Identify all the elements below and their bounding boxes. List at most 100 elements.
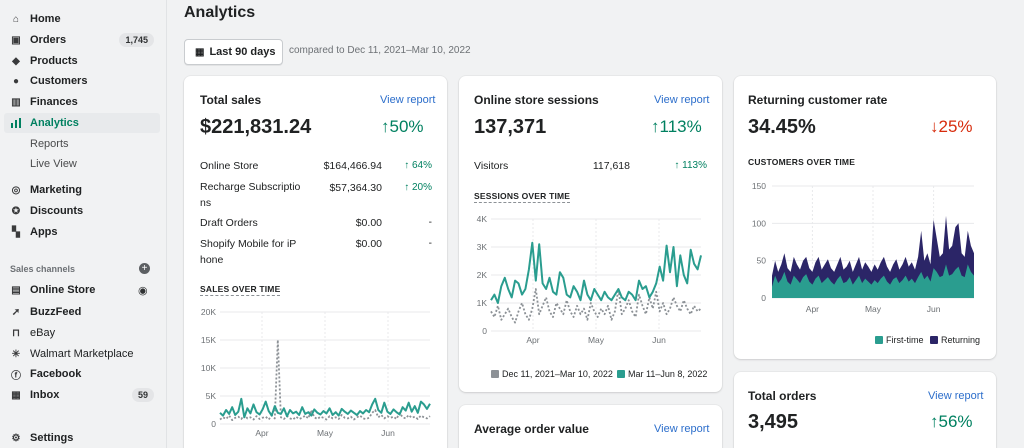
view-report-link[interactable]: View report	[654, 94, 710, 106]
legend-first-time: First-time	[875, 335, 924, 345]
visitors-pct: ↑ 113%	[674, 160, 707, 171]
y-tick-label: 0	[761, 293, 766, 303]
card-title: Online store sessions	[474, 93, 599, 107]
returning-rate-value: 34.45%	[748, 116, 816, 138]
sales-over-time-heading: SALES OVER TIME	[200, 284, 281, 296]
legend-swatch	[491, 370, 499, 378]
legend-current-period: Mar 11–Jun 8, 2022	[617, 369, 707, 379]
x-tick-label: Jun	[381, 428, 395, 438]
legend-returning: Returning	[930, 335, 980, 345]
sessions-card: Online store sessions View report 137,37…	[459, 76, 722, 392]
discount-icon: ✪	[11, 205, 21, 217]
bar-chart-icon	[10, 117, 22, 129]
bag-icon: ⊓	[12, 327, 20, 339]
home-icon: ⌂	[12, 13, 20, 25]
x-tick-label: May	[865, 304, 882, 314]
average-order-value-card: Average order value View report	[459, 405, 722, 448]
walmart-icon: ✳	[11, 348, 21, 360]
visitors-label: Visitors	[474, 160, 509, 172]
sidebar-channel-buzzfeed[interactable]: ➚ BuzzFeed	[11, 306, 82, 318]
sidebar-item-discounts[interactable]: ✪ Discounts	[11, 205, 84, 217]
visitors-value: 117,618	[592, 160, 630, 172]
total-sales-delta: ↑50%	[381, 117, 424, 136]
row-pct: -	[428, 217, 432, 228]
first-time-area	[772, 264, 974, 298]
inbox-icon: ▦	[11, 389, 21, 401]
current-period-line	[490, 241, 702, 304]
date-range-button[interactable]: ▦ Last 90 days	[184, 39, 283, 65]
total-orders-value: 3,495	[748, 411, 799, 433]
sidebar-channel-facebook[interactable]: ⓕ Facebook	[11, 368, 82, 382]
calendar-icon: ▦	[195, 46, 205, 58]
row-value: $0.00	[355, 217, 382, 229]
card-title: Total sales	[200, 93, 262, 107]
card-title: Average order value	[474, 422, 589, 436]
x-tick-label: Jun	[927, 304, 941, 314]
card-title: Returning customer rate	[748, 93, 888, 107]
sidebar-item-customers[interactable]: ● Customers	[4, 71, 160, 91]
sales-channels-label: Sales channels	[10, 264, 76, 274]
page-title: Analytics	[184, 4, 256, 21]
add-channel-icon[interactable]: +	[139, 263, 150, 274]
y-tick-label: 2K	[477, 270, 488, 280]
sidebar-channel-walmart[interactable]: ✳ Walmart Marketplace	[11, 348, 134, 360]
row-label: Online Store	[200, 160, 259, 172]
view-report-link[interactable]: View report	[928, 390, 984, 402]
row-pct: -	[428, 238, 432, 249]
y-tick-label: 4K	[477, 214, 488, 224]
y-tick-label: 1K	[477, 298, 488, 308]
previous-period-line	[219, 339, 431, 421]
sidebar-item-orders[interactable]: ▣ Orders 1,745	[4, 30, 160, 50]
y-tick-label: 5K	[206, 391, 217, 401]
view-report-link[interactable]: View report	[380, 94, 436, 106]
legend-previous-period: Dec 11, 2021–Mar 10, 2022	[491, 369, 613, 379]
tag-icon: ◆	[12, 55, 20, 67]
customers-over-time-chart: 0 50 100 150 Apr May Jun	[752, 181, 974, 314]
sidebar-item-home[interactable]: ⌂ Home	[4, 9, 160, 29]
orders-count-badge: 1,745	[119, 33, 154, 47]
legend-swatch	[930, 336, 938, 344]
y-tick-label: 100	[752, 218, 766, 228]
total-orders-card: Total orders View report 3,495 ↑56%	[734, 372, 996, 448]
view-report-link[interactable]: View report	[654, 423, 710, 435]
sidebar-item-apps[interactable]: ▚ Apps	[4, 222, 160, 242]
sidebar: ⌂ Home ▣ Orders 1,745 ◆ Products ● Customers…	[0, 0, 167, 448]
legend-swatch	[617, 370, 625, 378]
y-tick-label: 0	[482, 326, 487, 336]
store-icon: ▤	[11, 284, 21, 296]
person-icon: ●	[12, 75, 20, 87]
sidebar-channel-ebay[interactable]: ⊓ eBay	[4, 323, 160, 343]
returning-rate-delta: ↓25%	[930, 117, 973, 136]
sessions-value: 137,371	[474, 116, 547, 138]
sidebar-item-settings[interactable]: ⚙ Settings	[11, 432, 74, 444]
y-tick-label: 15K	[201, 335, 216, 345]
sidebar-item-finances[interactable]: ▥ Finances	[11, 96, 78, 108]
row-value: $0.00	[355, 238, 382, 250]
sidebar-subitem-live-view[interactable]: Live View	[30, 158, 77, 170]
y-tick-label: 10K	[201, 363, 216, 373]
x-tick-label: May	[317, 428, 334, 438]
eye-icon[interactable]: ◉	[138, 285, 148, 297]
y-tick-label: 150	[752, 181, 766, 191]
sidebar-channel-inbox[interactable]: ▦ Inbox 59	[4, 385, 160, 405]
x-tick-label: Apr	[526, 335, 539, 345]
orders-icon: ▣	[11, 34, 21, 46]
row-label: Recharge Subscriptio ns	[200, 181, 301, 209]
sidebar-channel-online-store[interactable]: ▤ Online Store	[11, 284, 96, 296]
y-tick-label: 0	[211, 419, 216, 429]
returning-customer-card: Returning customer rate 34.45% ↓25% CUST…	[734, 76, 996, 359]
current-period-line	[219, 397, 431, 419]
previous-period-line	[490, 288, 702, 324]
sidebar-item-marketing[interactable]: ◎ Marketing	[11, 184, 82, 196]
sidebar-subitem-reports[interactable]: Reports	[30, 138, 69, 150]
sidebar-item-analytics[interactable]: Analytics	[4, 113, 160, 133]
row-label: Shopify Mobile for iP hone	[200, 238, 297, 266]
total-orders-delta: ↑56%	[930, 412, 973, 431]
inbox-count-badge: 59	[131, 388, 154, 402]
sidebar-item-products[interactable]: ◆ Products	[4, 51, 160, 71]
total-sales-value: $221,831.24	[200, 116, 312, 138]
y-tick-label: 20K	[201, 307, 216, 317]
x-tick-label: Apr	[806, 304, 819, 314]
row-pct: ↑ 20%	[404, 182, 432, 193]
x-tick-label: Apr	[255, 428, 268, 438]
